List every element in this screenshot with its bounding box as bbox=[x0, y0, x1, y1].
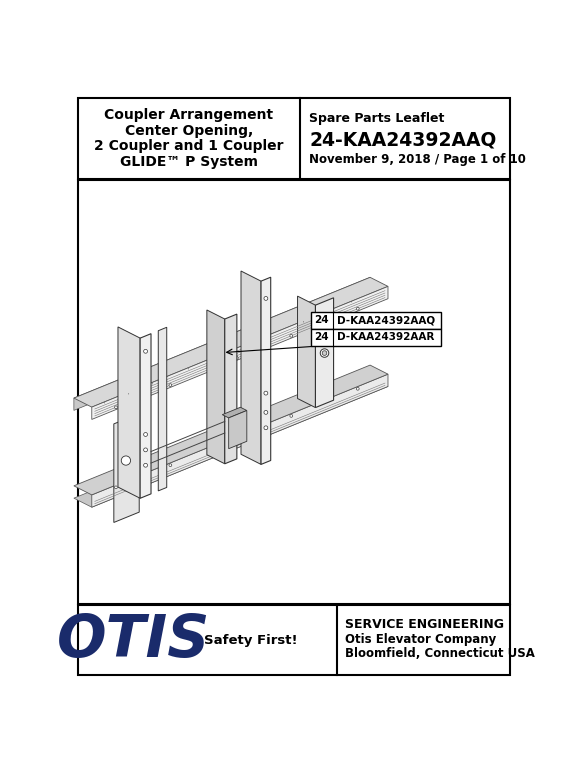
Circle shape bbox=[144, 432, 147, 436]
Polygon shape bbox=[92, 374, 388, 507]
Circle shape bbox=[264, 391, 268, 395]
Text: Center Opening,: Center Opening, bbox=[125, 124, 253, 138]
Circle shape bbox=[290, 415, 293, 417]
Circle shape bbox=[264, 411, 268, 415]
Circle shape bbox=[322, 350, 327, 356]
Circle shape bbox=[169, 384, 172, 386]
Polygon shape bbox=[158, 327, 167, 491]
Polygon shape bbox=[225, 314, 237, 464]
Circle shape bbox=[144, 350, 147, 353]
Circle shape bbox=[290, 334, 293, 337]
Text: Otis Elevator Company: Otis Elevator Company bbox=[344, 633, 496, 646]
Circle shape bbox=[356, 387, 359, 390]
Polygon shape bbox=[74, 365, 388, 495]
Text: ': ' bbox=[303, 321, 304, 326]
Text: ': ' bbox=[151, 382, 153, 387]
Polygon shape bbox=[241, 271, 261, 464]
Polygon shape bbox=[74, 278, 370, 410]
Polygon shape bbox=[140, 334, 151, 498]
Circle shape bbox=[115, 406, 117, 409]
Circle shape bbox=[264, 297, 268, 301]
Text: GLIDE™ P System: GLIDE™ P System bbox=[120, 155, 258, 169]
Text: Safety First!: Safety First! bbox=[203, 633, 297, 646]
Polygon shape bbox=[222, 407, 247, 418]
Polygon shape bbox=[118, 327, 140, 498]
Circle shape bbox=[144, 448, 147, 452]
Polygon shape bbox=[74, 377, 388, 507]
Text: ': ' bbox=[351, 301, 352, 306]
Polygon shape bbox=[261, 277, 270, 464]
Polygon shape bbox=[92, 286, 388, 419]
Text: ': ' bbox=[188, 367, 189, 373]
Bar bbox=[311, 329, 441, 346]
Circle shape bbox=[169, 464, 172, 467]
Circle shape bbox=[236, 356, 238, 360]
Text: Bloomfield, Connecticut USA: Bloomfield, Connecticut USA bbox=[344, 647, 535, 660]
Text: SERVICE ENGINEERING: SERVICE ENGINEERING bbox=[344, 617, 504, 630]
Text: November 9, 2018 / Page 1 of 10: November 9, 2018 / Page 1 of 10 bbox=[309, 154, 527, 167]
Text: 24-KAA24392AAQ: 24-KAA24392AAQ bbox=[309, 130, 497, 149]
Text: D-KAA24392AAR: D-KAA24392AAR bbox=[336, 332, 434, 342]
Text: ': ' bbox=[103, 402, 105, 407]
Circle shape bbox=[144, 464, 147, 467]
Circle shape bbox=[236, 437, 238, 439]
Polygon shape bbox=[74, 278, 388, 407]
Polygon shape bbox=[229, 411, 247, 449]
Text: ': ' bbox=[127, 392, 129, 397]
Polygon shape bbox=[297, 296, 316, 408]
Polygon shape bbox=[207, 310, 225, 464]
Circle shape bbox=[264, 426, 268, 430]
Text: OTIS: OTIS bbox=[57, 611, 210, 669]
Circle shape bbox=[320, 349, 329, 357]
Polygon shape bbox=[114, 414, 139, 522]
Text: Coupler Arrangement: Coupler Arrangement bbox=[104, 108, 273, 122]
Text: 24: 24 bbox=[315, 332, 329, 342]
Bar bbox=[78, 98, 509, 179]
Circle shape bbox=[121, 456, 131, 465]
Polygon shape bbox=[316, 298, 333, 408]
Text: D-KAA24392AAQ: D-KAA24392AAQ bbox=[336, 315, 435, 325]
Circle shape bbox=[115, 486, 117, 489]
Bar bbox=[78, 181, 509, 604]
Bar bbox=[311, 311, 441, 329]
Text: 24: 24 bbox=[315, 315, 329, 325]
Circle shape bbox=[356, 308, 359, 310]
Text: 2 Coupler and 1 Coupler: 2 Coupler and 1 Coupler bbox=[94, 139, 284, 153]
Text: Spare Parts Leaflet: Spare Parts Leaflet bbox=[309, 112, 445, 125]
Bar bbox=[78, 605, 509, 675]
